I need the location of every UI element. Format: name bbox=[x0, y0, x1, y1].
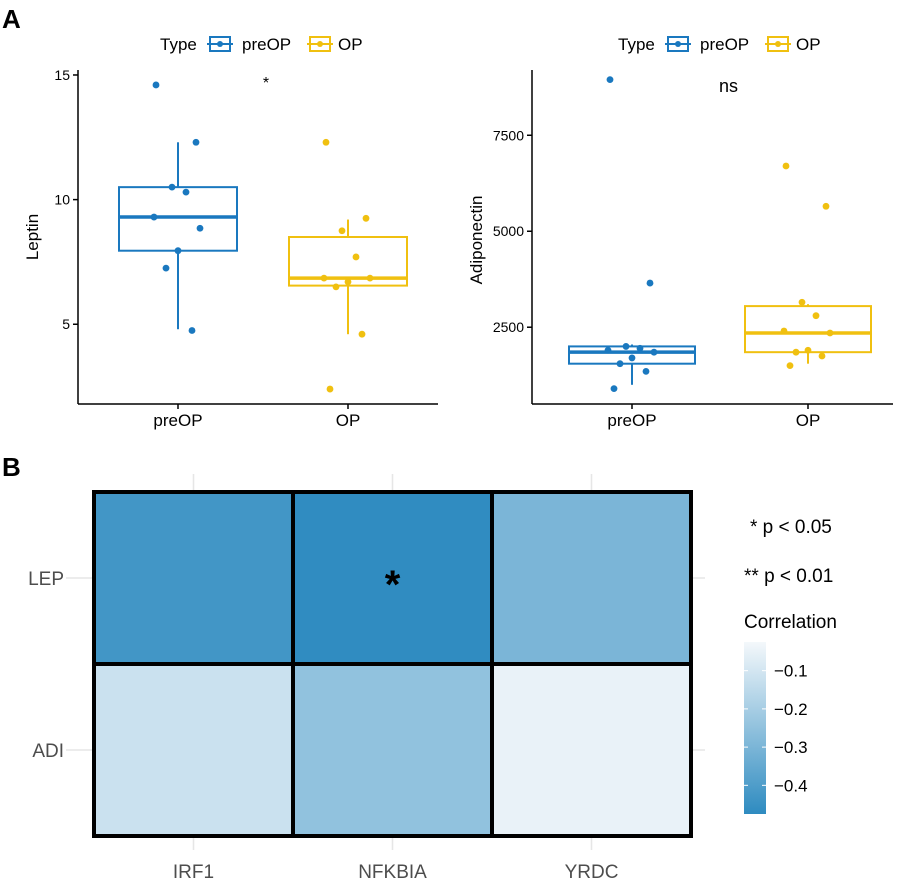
legend-label-op: OP bbox=[338, 35, 363, 54]
adiponectin-boxplot: 2500 5000 7500 Adiponectin ns preOP OP bbox=[467, 70, 893, 430]
data-point bbox=[322, 138, 330, 146]
box-iqr bbox=[568, 345, 696, 365]
box-iqr bbox=[744, 305, 872, 354]
sig-note: ** p < 0.01 bbox=[744, 566, 833, 587]
data-point bbox=[616, 360, 624, 368]
data-point bbox=[362, 214, 370, 222]
heatmap-cell bbox=[291, 662, 494, 838]
legend-key-op bbox=[765, 36, 791, 52]
y-tick-label: 15 bbox=[54, 67, 70, 83]
legend-label-op: OP bbox=[796, 35, 821, 54]
data-point bbox=[610, 385, 618, 393]
data-point bbox=[646, 279, 654, 287]
y-tick-label: 7500 bbox=[493, 127, 524, 143]
y-axis-label: Adiponectin bbox=[467, 196, 486, 285]
data-point bbox=[150, 213, 158, 221]
significance-label: * bbox=[263, 75, 269, 92]
panel-b-label: B bbox=[2, 452, 21, 482]
data-point bbox=[792, 348, 800, 356]
heatmap-y-label: LEP bbox=[28, 569, 64, 590]
y-axis-label: Leptin bbox=[23, 214, 42, 260]
legend-tick-label: −0.1 bbox=[774, 662, 808, 681]
heatmap-cell bbox=[490, 490, 693, 666]
data-point bbox=[196, 224, 204, 232]
legend-colorbar bbox=[744, 642, 766, 814]
data-point bbox=[162, 264, 170, 272]
legend-tick-label: −0.4 bbox=[774, 776, 808, 795]
x-tick-label: preOP bbox=[153, 411, 202, 430]
heatmap-y-label: ADI bbox=[32, 741, 64, 762]
y-tick-label: 10 bbox=[54, 192, 70, 208]
legend-title: Type bbox=[160, 35, 197, 54]
heatmap-x-label: IRF1 bbox=[173, 862, 214, 880]
x-tick-label: preOP bbox=[607, 411, 656, 430]
data-point bbox=[320, 274, 328, 282]
data-point bbox=[622, 343, 630, 350]
legend-key-preop bbox=[207, 36, 233, 52]
data-point bbox=[804, 346, 812, 354]
data-point bbox=[606, 76, 614, 83]
data-point bbox=[650, 348, 658, 356]
significance-star: * bbox=[385, 563, 401, 607]
data-point bbox=[798, 298, 806, 306]
legend-tick-label: −0.2 bbox=[774, 700, 808, 719]
heatmap-x-label: YRDC bbox=[565, 862, 619, 880]
legend-key-preop bbox=[665, 36, 691, 52]
data-point bbox=[352, 253, 360, 261]
data-point bbox=[338, 227, 346, 235]
legend-label-preop: preOP bbox=[700, 35, 749, 54]
data-point bbox=[182, 188, 190, 196]
data-point bbox=[812, 312, 820, 320]
data-point bbox=[344, 278, 352, 286]
significance-label: ns bbox=[719, 76, 738, 96]
data-point bbox=[786, 362, 794, 370]
heatmap-cell bbox=[490, 662, 693, 838]
legend-title: Correlation bbox=[744, 612, 837, 633]
heatmap-cell bbox=[92, 662, 295, 838]
legend-tick-label: −0.3 bbox=[774, 738, 808, 757]
legend-label-preop: preOP bbox=[242, 35, 291, 54]
data-point bbox=[826, 329, 834, 337]
legend-right: Type preOP OP bbox=[618, 35, 821, 54]
x-tick-label: OP bbox=[336, 411, 361, 430]
data-point bbox=[192, 138, 200, 146]
data-point bbox=[168, 183, 176, 191]
y-tick-label: 5 bbox=[62, 316, 70, 332]
data-point bbox=[326, 385, 334, 393]
data-point bbox=[642, 367, 650, 375]
legend-key-op bbox=[307, 36, 333, 52]
box-iqr bbox=[118, 186, 238, 252]
box-iqr bbox=[288, 236, 408, 287]
data-point bbox=[782, 162, 790, 170]
correlation-legend: * p < 0.05 ** p < 0.01 Correlation −0.1 −0.2… bbox=[744, 517, 837, 814]
data-point bbox=[358, 330, 366, 338]
heatmap-cell bbox=[291, 490, 494, 666]
data-point bbox=[174, 247, 182, 255]
data-point bbox=[628, 354, 636, 362]
heatmap-x-label: NFKBIA bbox=[358, 862, 427, 880]
x-tick-label: OP bbox=[796, 411, 821, 430]
legend-left: Type preOP OP bbox=[160, 35, 363, 54]
sig-note: * p < 0.05 bbox=[750, 517, 832, 538]
data-point bbox=[636, 344, 644, 352]
data-point bbox=[332, 283, 340, 291]
correlation-heatmap: * IRF1 NFKBIA YRDC LEP ADI bbox=[28, 474, 705, 880]
data-point bbox=[822, 202, 830, 210]
data-point bbox=[188, 327, 196, 334]
leptin-boxplot: 5 10 15 Leptin * preOP OP bbox=[23, 67, 438, 430]
y-tick-label: 2500 bbox=[493, 319, 524, 335]
legend-title: Type bbox=[618, 35, 655, 54]
panel-a-label: A bbox=[2, 4, 21, 34]
data-point bbox=[366, 274, 374, 282]
data-point bbox=[604, 346, 612, 354]
data-point bbox=[780, 327, 788, 335]
data-point bbox=[818, 352, 826, 360]
y-tick-label: 5000 bbox=[493, 223, 524, 239]
data-point bbox=[152, 81, 160, 89]
heatmap-cell bbox=[92, 490, 295, 666]
